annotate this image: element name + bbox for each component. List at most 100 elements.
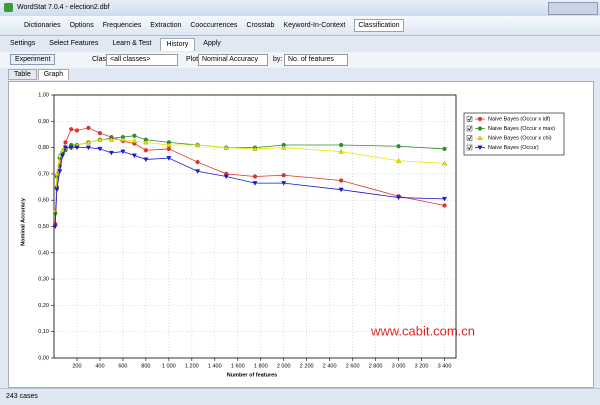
marker	[396, 158, 402, 163]
menu-item[interactable]: Keyword-In-Context	[283, 22, 346, 29]
window-controls[interactable]	[548, 2, 598, 15]
marker	[97, 131, 103, 136]
menu-item[interactable]: Dictionaries	[24, 22, 61, 29]
series-line	[54, 135, 445, 214]
marker	[57, 169, 63, 174]
marker	[252, 146, 258, 151]
marker	[195, 159, 200, 165]
marker	[195, 169, 201, 174]
marker	[68, 145, 74, 151]
marker	[54, 171, 60, 176]
menu-item[interactable]: Cooccurrences	[190, 22, 238, 29]
plot-label: Plot:	[186, 56, 201, 63]
marker	[63, 140, 68, 145]
marker	[74, 128, 80, 133]
marker	[54, 187, 60, 193]
class-select[interactable]: <all classes>	[106, 54, 178, 66]
marker	[120, 137, 126, 142]
view-tabs: Table Graph	[8, 69, 70, 80]
legend-check	[467, 136, 472, 141]
marker	[57, 152, 63, 158]
x-tick-label: 800	[141, 363, 150, 369]
x-tick-label: 3 200	[415, 363, 429, 369]
marker	[60, 153, 66, 159]
status-text: 243 cases	[6, 393, 38, 400]
experiment-button[interactable]: Experiment	[10, 54, 56, 65]
y-tick-label: 1,00	[38, 92, 49, 98]
x-tick-label: 1 200	[185, 363, 199, 369]
legend-marker	[477, 145, 483, 151]
x-tick-label: 2 800	[369, 363, 383, 369]
marker	[166, 146, 171, 152]
marker	[281, 173, 286, 178]
marker	[396, 195, 402, 201]
x-tick-label: 2 400	[323, 363, 337, 369]
plot-select[interactable]: Nominal Accuracy	[198, 54, 268, 66]
legend-check	[467, 145, 472, 150]
marker	[62, 145, 69, 151]
menu-item[interactable]: Classification	[354, 19, 404, 32]
x-tick-label: 3 000	[392, 363, 406, 369]
y-tick-label: 0,70	[38, 171, 49, 177]
class-label: Class:	[92, 56, 112, 63]
y-tick-label: 0,00	[38, 355, 49, 361]
marker	[339, 178, 344, 183]
y-tick-label: 0,80	[38, 145, 49, 151]
marker	[74, 145, 80, 151]
by-select[interactable]: No. of features	[284, 54, 348, 66]
toolbar: Experiment Class: <all classes> Plot: No…	[0, 52, 600, 68]
marker	[86, 125, 91, 130]
legend-check	[467, 117, 472, 122]
marker	[195, 142, 201, 147]
sub-tab[interactable]: Apply	[203, 40, 221, 47]
legend-checkbox[interactable]	[466, 144, 473, 151]
marker	[108, 150, 114, 156]
marker	[441, 196, 448, 202]
view-tab[interactable]: Graph	[37, 69, 70, 80]
title-bar: WordStat 7.0.4 - election2.dbf	[0, 0, 600, 16]
marker	[52, 224, 58, 230]
marker	[132, 133, 137, 138]
marker	[97, 137, 103, 142]
legend-checkbox[interactable]	[466, 135, 473, 141]
x-tick-label: 200	[72, 363, 81, 369]
sub-tab[interactable]: Learn & Test	[112, 40, 152, 47]
watermark: www.cabit.com.cn	[370, 323, 475, 338]
sub-tab[interactable]: Settings	[10, 40, 36, 47]
marker	[166, 156, 172, 161]
marker	[131, 153, 137, 159]
y-tick-label: 0,10	[38, 329, 49, 335]
sub-tab[interactable]: History	[159, 38, 196, 51]
y-tick-label: 0,90	[38, 119, 49, 125]
app-icon	[4, 3, 13, 12]
legend-checkbox[interactable]	[466, 125, 473, 132]
marker	[442, 203, 447, 208]
x-tick-label: 1 400	[208, 363, 222, 369]
marker	[223, 174, 229, 180]
x-tick-label: 2 000	[277, 363, 291, 369]
legend-checkbox[interactable]	[466, 116, 473, 122]
x-tick-label: 600	[118, 363, 127, 369]
menu-item[interactable]: Options	[69, 22, 94, 29]
marker	[85, 145, 91, 151]
legend-label: Naive Bayes (Occur)	[488, 145, 539, 151]
marker	[281, 144, 287, 150]
y-tick-label: 0,40	[38, 250, 49, 256]
x-tick-label: 2 200	[300, 363, 314, 369]
marker	[108, 137, 114, 142]
legend-label: Naive Bayes (Occur x idf)	[488, 116, 551, 122]
marker	[339, 142, 344, 148]
marker	[143, 148, 148, 153]
legend-marker	[477, 135, 483, 140]
x-tick-label: 1 600	[231, 363, 245, 369]
marker	[441, 160, 448, 166]
x-tick-label: 1 800	[254, 363, 268, 369]
marker	[60, 147, 66, 153]
menu-item[interactable]: Extraction	[150, 22, 182, 29]
sub-tab[interactable]: Select Features	[49, 40, 99, 47]
marker	[252, 174, 258, 179]
view-tab[interactable]: Table	[8, 69, 37, 80]
menu-item[interactable]: Crosstab	[246, 22, 275, 29]
menu-item[interactable]: Frequencies	[102, 22, 142, 29]
